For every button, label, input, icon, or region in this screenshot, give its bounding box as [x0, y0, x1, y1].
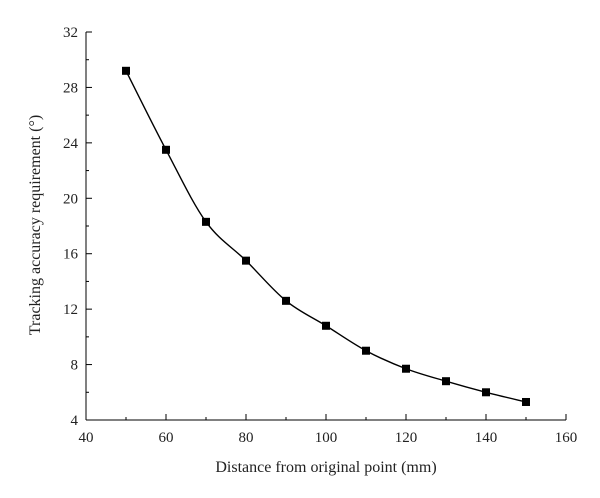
- series-line: [125, 70, 527, 403]
- data-point: [402, 364, 410, 373]
- y-tick-label: 28: [63, 80, 78, 96]
- y-tick-label: 8: [71, 358, 79, 374]
- data-point: [242, 256, 250, 265]
- y-tick-label: 12: [63, 302, 78, 318]
- x-tick-label: 120: [395, 430, 418, 446]
- y-tick-label: 20: [63, 191, 78, 207]
- data-point: [322, 321, 330, 330]
- x-axis-ticks: 40 60 80 100 120 140 160: [79, 414, 578, 446]
- x-tick-label: 80: [239, 430, 254, 446]
- data-point: [202, 217, 210, 226]
- data-point: [522, 397, 530, 406]
- x-tick-label: 160: [555, 430, 578, 446]
- series-layer: [122, 66, 530, 406]
- x-tick-label: 140: [475, 430, 498, 446]
- axes: [85, 32, 566, 421]
- data-point: [122, 66, 130, 75]
- x-tick-label: 100: [315, 430, 338, 446]
- x-tick-label: 40: [79, 430, 94, 446]
- data-point: [162, 145, 170, 154]
- y-tick-label: 32: [63, 25, 78, 41]
- y-tick-label: 16: [63, 247, 79, 263]
- y-tick-label: 4: [71, 413, 79, 429]
- x-axis-label: Distance from original point (mm): [215, 459, 436, 476]
- x-tick-label: 60: [159, 430, 174, 446]
- data-point: [282, 296, 290, 305]
- data-point: [442, 377, 450, 386]
- y-axis-ticks: 4 8 12 16 20 24 28 32: [63, 25, 92, 429]
- data-point: [482, 388, 490, 397]
- y-tick-label: 24: [63, 136, 79, 152]
- data-point: [362, 346, 370, 355]
- y-axis-label: Tracking accuracy requirement (°): [27, 115, 44, 335]
